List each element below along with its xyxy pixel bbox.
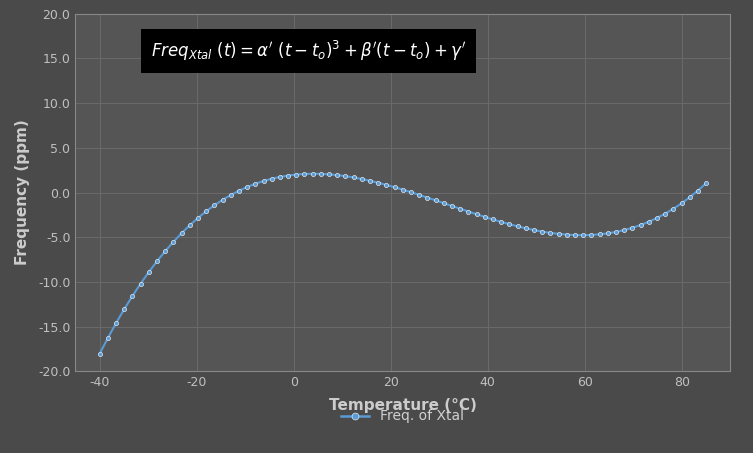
Point: [356, 175, 368, 183]
Point: [217, 196, 229, 203]
Point: [200, 208, 212, 215]
Point: [315, 170, 327, 178]
Point: [389, 183, 401, 191]
Point: [422, 194, 434, 201]
Point: [495, 218, 508, 226]
Point: [618, 226, 630, 234]
Point: [209, 202, 221, 209]
Point: [626, 224, 639, 231]
Point: [274, 173, 286, 181]
Point: [151, 258, 163, 265]
Point: [102, 335, 114, 342]
Point: [520, 225, 532, 232]
Point: [585, 231, 597, 239]
Point: [127, 293, 139, 300]
Point: [331, 172, 343, 179]
Y-axis label: Frequency (ppm): Frequency (ppm): [15, 120, 29, 265]
Point: [577, 231, 589, 239]
Point: [675, 200, 687, 207]
Point: [430, 197, 442, 204]
Point: [372, 179, 384, 186]
Point: [282, 172, 294, 179]
Point: [659, 210, 671, 217]
Point: [192, 214, 204, 222]
Point: [266, 175, 278, 183]
Point: [135, 280, 147, 287]
Point: [471, 211, 483, 218]
Point: [175, 230, 187, 237]
Point: [224, 192, 236, 199]
Point: [553, 230, 565, 237]
Point: [167, 238, 179, 246]
Point: [159, 248, 171, 255]
Point: [290, 171, 302, 178]
Point: [405, 188, 417, 196]
Point: [569, 231, 581, 239]
Point: [511, 223, 523, 230]
Point: [249, 180, 261, 188]
Point: [298, 170, 310, 178]
Point: [635, 222, 647, 229]
Point: [610, 228, 622, 236]
Point: [643, 218, 655, 225]
Point: [651, 214, 663, 222]
Point: [184, 222, 196, 229]
Point: [380, 181, 392, 188]
Point: [504, 221, 516, 228]
Point: [462, 208, 474, 215]
Point: [364, 177, 376, 184]
Point: [536, 228, 548, 235]
Point: [258, 178, 270, 185]
Point: [528, 226, 540, 234]
Point: [561, 231, 573, 238]
Point: [446, 202, 458, 210]
Point: [323, 171, 335, 178]
Point: [479, 213, 491, 221]
Point: [110, 320, 122, 327]
Point: [454, 205, 466, 212]
Point: [348, 174, 360, 181]
Point: [397, 186, 409, 193]
Point: [143, 269, 155, 276]
X-axis label: Temperature (°C): Temperature (°C): [329, 398, 477, 413]
Point: [602, 230, 614, 237]
Point: [667, 205, 679, 212]
Text: $\mathit{Freq}_{\mathit{Xtal}}\ \mathit{(t)} = \alpha'\ \mathit{(t-t_o)^3} + \be: $\mathit{Freq}_{\mathit{Xtal}}\ \mathit{…: [151, 39, 466, 63]
Point: [241, 183, 253, 191]
Point: [684, 193, 696, 201]
Point: [118, 306, 130, 313]
Point: [340, 173, 352, 180]
Point: [413, 191, 425, 198]
Point: [306, 170, 319, 178]
Point: [700, 179, 712, 187]
Point: [544, 229, 556, 236]
Point: [487, 216, 499, 223]
Point: [93, 350, 105, 357]
Legend: Freq. of Xtal: Freq. of Xtal: [336, 404, 470, 429]
Point: [233, 187, 245, 194]
Point: [593, 231, 605, 238]
Point: [437, 199, 450, 207]
Point: [692, 187, 704, 194]
